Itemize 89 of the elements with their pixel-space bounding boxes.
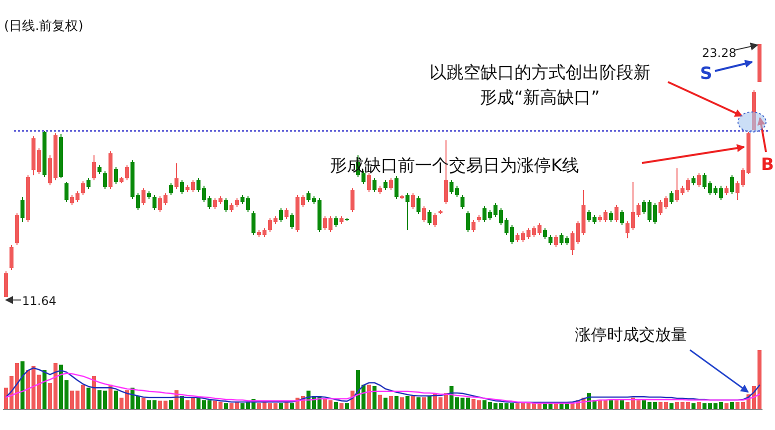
candlestick (406, 192, 410, 231)
bar (340, 403, 344, 409)
candlestick (389, 178, 393, 191)
candlestick (394, 176, 398, 200)
bar (114, 390, 118, 409)
candlestick (411, 192, 415, 210)
candlestick (284, 208, 288, 220)
candlestick (466, 210, 470, 233)
candlestick (279, 208, 283, 223)
bar (692, 403, 696, 409)
bar (697, 402, 701, 409)
candlestick (20, 196, 24, 223)
bar (169, 400, 173, 409)
candlestick (670, 190, 674, 204)
annotation: 23.28 (702, 46, 736, 60)
bar (20, 361, 24, 409)
candlestick (614, 204, 618, 223)
candlestick (142, 188, 146, 206)
candlestick (609, 210, 613, 223)
annotation: 以跳空缺口的方式创出阶段新 (430, 63, 650, 83)
candlestick (697, 172, 701, 188)
bar (42, 370, 46, 409)
candlestick (350, 188, 354, 213)
candlestick (169, 182, 173, 196)
bar (400, 397, 404, 409)
candlestick (152, 194, 156, 211)
candlestick (548, 234, 552, 246)
annotation: S (700, 64, 712, 84)
bar (394, 396, 398, 409)
candlestick (180, 180, 184, 194)
bar (670, 403, 674, 409)
candlestick (428, 210, 432, 226)
candlestick (10, 244, 14, 271)
annotation: B (761, 155, 774, 175)
candlestick (367, 172, 371, 193)
bar (224, 403, 228, 409)
annotation: 形成“新高缺口” (480, 88, 600, 108)
candlestick (81, 180, 85, 196)
candlestick (125, 164, 129, 181)
bar (372, 386, 376, 409)
candlestick (86, 178, 90, 190)
candlestick (252, 210, 256, 236)
bar (279, 403, 283, 409)
candlestick (64, 182, 68, 203)
candlestick (224, 198, 228, 213)
candlestick (724, 185, 728, 196)
candlestick (92, 154, 96, 181)
bar (290, 403, 294, 409)
bar (411, 396, 415, 409)
bar (367, 384, 371, 409)
bar (724, 403, 728, 409)
annotation: 11.64 (22, 294, 56, 308)
candlestick (384, 180, 388, 191)
bar (389, 396, 393, 409)
chart-title: (日线.前复权) (4, 19, 84, 34)
candlestick (433, 212, 437, 228)
bar (345, 403, 349, 409)
candlestick (460, 194, 464, 210)
bar (378, 394, 382, 409)
bar (609, 400, 613, 409)
candlestick (620, 210, 624, 226)
bar (284, 402, 288, 409)
candlestick (422, 206, 426, 223)
bar (620, 400, 624, 409)
candlestick (334, 216, 338, 228)
bar (384, 398, 388, 409)
bar (92, 376, 96, 409)
bar (108, 384, 112, 409)
candlestick (472, 220, 476, 233)
bar (614, 400, 618, 409)
candlestick (4, 270, 8, 298)
bar (406, 396, 410, 409)
bar (730, 402, 734, 409)
candlestick (416, 196, 420, 214)
candlestick (174, 162, 178, 190)
candlestick (114, 166, 118, 184)
bar (142, 398, 146, 409)
bar (416, 397, 420, 409)
candlestick (730, 174, 734, 194)
bar (422, 397, 426, 409)
text: 涨停时成交放量 (575, 325, 687, 344)
candlestick (103, 170, 107, 190)
candlestick (372, 178, 376, 193)
bar (334, 402, 338, 409)
bar (428, 396, 432, 409)
candlestick (290, 212, 294, 230)
bar (86, 388, 90, 409)
candlestick (543, 228, 547, 240)
candlestick (554, 234, 558, 248)
